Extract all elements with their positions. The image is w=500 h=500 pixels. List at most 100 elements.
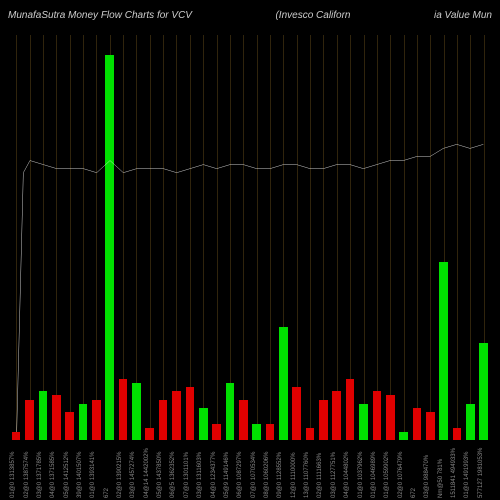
x-label: 1511841 494933% (451, 442, 463, 500)
x-label: 01@0 1046989% (371, 442, 383, 500)
bar-slot (264, 35, 276, 440)
gridline (150, 35, 151, 440)
x-label: 02@0 1076479% (397, 442, 409, 500)
bar-slot (210, 35, 222, 440)
bar-slot (397, 35, 409, 440)
bar-slot (37, 35, 49, 440)
x-label: 13@0 1107760% (304, 442, 316, 500)
volume-bar (252, 424, 261, 440)
bar-slot (23, 35, 35, 440)
gridline (297, 35, 298, 440)
x-label: 672 (104, 442, 116, 500)
x-label: 04@14 1442002% (144, 442, 156, 500)
gridline (83, 35, 84, 440)
bar-slot (371, 35, 383, 440)
volume-bar (439, 262, 448, 440)
gridline (377, 35, 378, 440)
gridline (96, 35, 97, 440)
bar-slot (464, 35, 476, 440)
x-label: 06@0 1087297% (237, 442, 249, 500)
x-label: 672 (411, 442, 423, 500)
gridline (390, 35, 391, 440)
volume-bar (453, 428, 462, 440)
gridline (417, 35, 418, 440)
volume-bar (319, 400, 328, 441)
x-label: 08@0 1060206% (264, 442, 276, 500)
gridline (404, 35, 405, 440)
volume-bar (39, 391, 48, 440)
x-label: 04@0 1234377% (210, 442, 222, 500)
volume-bar (226, 383, 235, 440)
chart-title-bar: MunafaSutra Money Flow Charts for VCV (I… (0, 10, 500, 21)
volume-bar (266, 424, 275, 440)
gridline (203, 35, 204, 440)
gridline (16, 35, 17, 440)
bar-slot (144, 35, 156, 440)
x-label: 01@0 1491993% (464, 442, 476, 500)
bar-slot (50, 35, 62, 440)
gridline (56, 35, 57, 440)
volume-bar (119, 379, 128, 440)
x-label: 03@0 1127751% (331, 442, 343, 500)
x-axis-labels: 01@0 1313857%02@0 1387574%03@0 1371785% 0… (10, 442, 490, 500)
volume-bar (159, 400, 168, 441)
bar-slot (357, 35, 369, 440)
bar-slot (438, 35, 450, 440)
volume-bar (172, 391, 181, 440)
gridline (270, 35, 271, 440)
volume-bar (25, 400, 34, 441)
x-label: 04@0 1044802% (344, 442, 356, 500)
x-label: 05@0 1437850% (157, 442, 169, 500)
volume-bar (105, 55, 114, 440)
bar-slot (130, 35, 142, 440)
volume-bar (359, 404, 368, 440)
volume-bar (279, 327, 288, 440)
bar-slot (384, 35, 396, 440)
bar-slot (63, 35, 75, 440)
bar-slot (250, 35, 262, 440)
volume-bar (132, 383, 141, 440)
gridline (470, 35, 471, 440)
bars-container (10, 35, 490, 440)
bar-slot (424, 35, 436, 440)
volume-bar (306, 428, 315, 440)
bar-slot (90, 35, 102, 440)
gridline (337, 35, 338, 440)
x-label: 03@0 988470% (424, 442, 436, 500)
bar-slot (451, 35, 463, 440)
volume-bar (145, 428, 154, 440)
bar-slot (478, 35, 490, 440)
bar-slot (331, 35, 343, 440)
x-label: 01@0 1313857% (10, 442, 22, 500)
volume-bar (239, 400, 248, 441)
x-label: 06@5 1362352% (170, 442, 182, 500)
bar-slot (77, 35, 89, 440)
x-label: 09@0 1128552% (277, 442, 289, 500)
bar-slot (104, 35, 116, 440)
bar-slot (197, 35, 209, 440)
bar-slot (237, 35, 249, 440)
x-label: 07@0 1301101% (184, 442, 196, 500)
x-label: 577127 1981053% (478, 442, 490, 500)
title-right: ia Value Mun (434, 10, 492, 21)
gridline (243, 35, 244, 440)
volume-bar (399, 432, 408, 440)
bar-slot (184, 35, 196, 440)
bar-slot (117, 35, 129, 440)
volume-bar (413, 408, 422, 440)
bar-slot (10, 35, 22, 440)
gridline (310, 35, 311, 440)
volume-bar (186, 387, 195, 440)
gridline (30, 35, 31, 440)
volume-bar (199, 408, 208, 440)
volume-bar (79, 404, 88, 440)
x-label: 03@0 1371785% (37, 442, 49, 500)
volume-bar (373, 391, 382, 440)
x-label: 12@0 1110000% (291, 442, 303, 500)
bar-slot (344, 35, 356, 440)
gridline (364, 35, 365, 440)
x-label: 02@0 1387574% (23, 442, 35, 500)
volume-bar (466, 404, 475, 440)
volume-bar (386, 395, 395, 440)
volume-bar (52, 395, 61, 440)
